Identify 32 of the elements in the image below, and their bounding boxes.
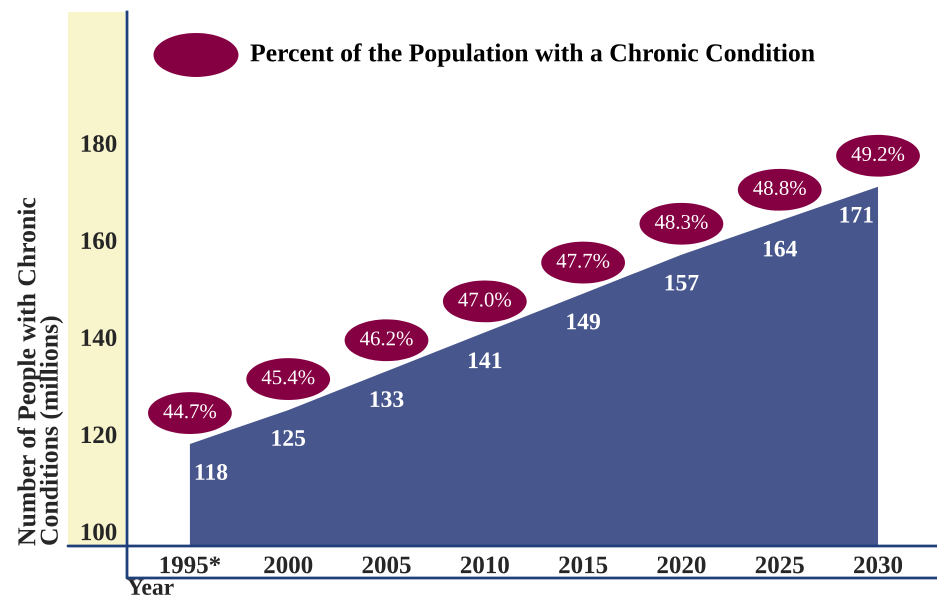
data-label: 141 [469,352,502,368]
data-label: 164 [764,240,797,257]
x-axis-title: Year [127,579,174,596]
annotation: 48.3% [654,214,708,230]
x-tick-label: 2010 [460,556,509,574]
x-tick-label: 1995* [160,556,220,574]
y-tick-label: 160 [82,232,116,250]
annotation: 45.4% [262,370,314,384]
data-label: 149 [567,314,600,330]
x-tick-label: 2025 [756,556,804,574]
annotation: 44.7% [163,404,216,418]
data-label: 125 [272,430,306,446]
data-label: 171 [840,206,873,222]
y-tick-label: 140 [82,329,116,346]
data-label: 157 [666,274,699,291]
annotation: 47.0% [458,292,512,307]
y-tick-label: 120 [82,426,116,444]
y-axis-title: Number of People with Chronic Conditions (millions) [17,198,64,546]
x-tick-label: 2020 [657,556,706,574]
annotation: 48.8% [753,180,806,196]
data-label: 133 [370,391,404,408]
x-tick-label: 2030 [854,556,902,574]
y-tick-label: 100 [82,523,116,540]
annotation: 49.2% [852,146,904,162]
annotation: Percent of the Population with a Chronic Condition [250,43,815,67]
annotation: 47.7% [556,254,610,268]
y-tick-label: 180 [82,135,116,152]
x-tick-label: 2000 [264,556,312,574]
data-label: 118 [196,464,228,480]
annotation: 46.2% [360,331,413,346]
x-tick-label: 2005 [362,556,411,574]
x-tick-label: 2015 [559,556,608,574]
